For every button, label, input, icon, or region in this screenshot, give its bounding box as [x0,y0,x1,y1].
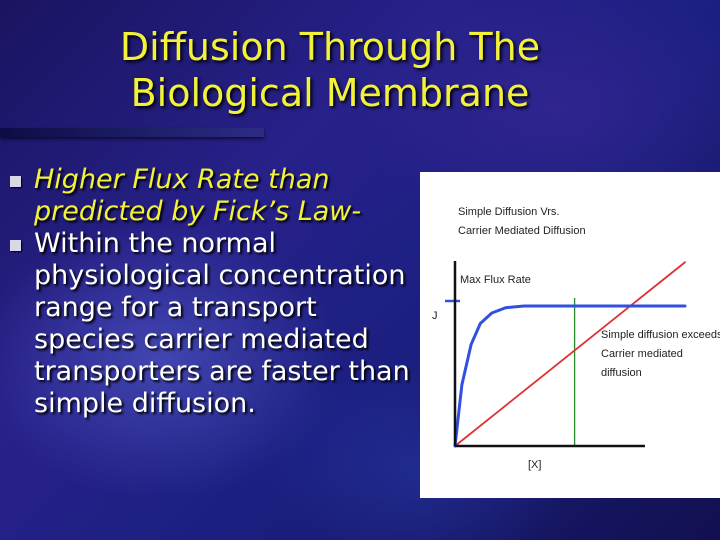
x-axis-label: [X] [528,459,541,471]
bullet-list: Higher Flux Rate than predicted by Fick’… [10,164,410,420]
diffusion-chart: Simple Diffusion Vrs. Carrier Mediated D… [420,172,720,498]
square-bullet-icon [10,240,21,251]
chart-title-line-2: Carrier Mediated Diffusion [458,225,586,237]
annotation-line-3: diffusion [601,367,642,379]
title-line-2: Biological Membrane [130,71,530,115]
annotation-line-2: Carrier mediated [601,348,683,360]
annotation-line-1: Simple diffusion exceeds [601,329,720,341]
series-line-simple-diffusion [454,261,686,447]
bullet-item-range: Within the normal physiological concentr… [10,228,410,420]
square-bullet-icon [10,176,21,187]
series-line-carrier-mediated [453,304,687,448]
chart-svg: Simple Diffusion Vrs. Carrier Mediated D… [432,206,720,471]
bullet-item-flux: Higher Flux Rate than predicted by Fick’… [10,164,410,228]
max-flux-label: Max Flux Rate [460,274,531,286]
y-axis-label: J [432,310,438,322]
title-underline-bar [0,128,264,137]
bullet-text: Within the normal physiological concentr… [34,228,410,419]
bullet-text: Higher Flux Rate than predicted by Fick’… [34,164,362,227]
slide-title: Diffusion Through The Biological Membran… [60,24,600,116]
chart-title-line-1: Simple Diffusion Vrs. [458,206,559,218]
title-line-1: Diffusion Through The [119,25,541,69]
